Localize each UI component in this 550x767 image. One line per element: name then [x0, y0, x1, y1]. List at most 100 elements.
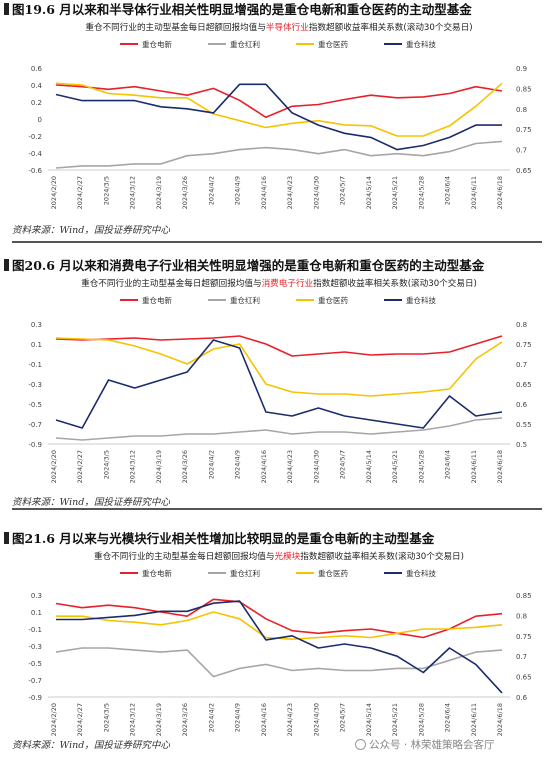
left-tick-label: -0.9 [28, 694, 42, 702]
x-tick-label: 2024/5/28 [417, 176, 425, 209]
left-tick-label: 0.4 [31, 82, 43, 90]
left-tick-label: -0.5 [28, 660, 42, 668]
chart-subtitle-pre: 重仓不同行业的主动型基金每日超额回报均值与 [81, 277, 261, 289]
legend-label: 重仓医药 [318, 568, 348, 578]
series-line-gray [55, 417, 503, 441]
x-tick-label: 2024/6/11 [470, 176, 478, 209]
legend-label: 重仓科技 [406, 295, 436, 305]
x-tick-label: 2024/4/23 [286, 450, 294, 483]
x-tick-label: 2024/3/19 [155, 703, 163, 736]
left-tick-label: 0 [38, 116, 42, 124]
right-tick-label: 0.8 [516, 106, 527, 114]
left-tick-label: -0.5 [28, 401, 42, 409]
x-tick-label: 2024/3/12 [129, 176, 137, 209]
x-tick-label: 2024/5/7 [339, 703, 347, 732]
chart-subtitle-post: 指数超额收益率相关系数(滚动30个交易日) [309, 21, 473, 33]
x-tick-label: 2024/3/5 [102, 176, 110, 205]
x-tick-label: 2024/4/9 [234, 176, 242, 205]
x-tick-label: 2024/5/14 [365, 176, 373, 209]
x-tick-label: 2024/4/30 [312, 450, 320, 483]
right-tick-label: 0.85 [516, 85, 532, 93]
figure-title: 图20.6 月以来和消费电子行业相关性明显增强的是重仓电新和重仓医药的主动型基金 [4, 256, 550, 276]
source-note: 资料来源：Wind，国投证券研究中心 [12, 497, 170, 508]
right-tick-label: 0.7 [516, 147, 527, 155]
x-tick-label: 2024/5/14 [365, 703, 373, 736]
legend-item: 重仓医药 [296, 568, 348, 578]
right-tick-label: 0.65 [516, 674, 532, 682]
figure-21: 图21.6 月以来与光模块行业相关性增加比较明显的是重仓电新的主动型基金 重仓不… [0, 529, 550, 767]
chart-subtitle-pre: 重仓不同行业的主动型基金每日超额回报均值与 [94, 550, 274, 562]
legend-item: 重仓红利 [208, 295, 260, 305]
x-tick-label: 2024/5/7 [339, 176, 347, 205]
right-tick-label: 0.65 [516, 381, 532, 389]
title-marker-icon [4, 3, 9, 15]
legend-label: 重仓电新 [142, 568, 172, 578]
source-note: 资料来源：Wind，国投证券研究中心 [12, 225, 170, 236]
right-tick-label: 0.75 [516, 633, 532, 641]
chart-subtitle-post: 指数超额收益率相关系数(滚动30个交易日) [313, 277, 477, 289]
right-tick-label: 0.5 [516, 441, 527, 449]
legend-item: 重仓红利 [208, 568, 260, 578]
right-tick-label: 0.75 [516, 341, 532, 349]
figure-title-text: 图21.6 月以来与光模块行业相关性增加比较明显的是重仓电新的主动型基金 [12, 531, 435, 546]
right-tick-label: 0.8 [516, 321, 527, 329]
x-tick-label: 2024/3/12 [129, 703, 137, 736]
right-tick-label: 0.7 [516, 653, 527, 661]
x-tick-label: 2024/6/18 [496, 703, 504, 736]
chart-subtitle: 重仓不同行业的主动型基金每日超额回报均值与消费电子行业指数超额收益率相关系数(滚… [81, 277, 477, 289]
left-tick-label: 0.2 [31, 99, 42, 107]
figure-20: 图20.6 月以来和消费电子行业相关性明显增强的是重仓电新和重仓医药的主动型基金… [0, 256, 550, 511]
chart-subtitle-highlight: 消费电子行业 [262, 277, 314, 289]
x-tick-label: 2024/5/7 [339, 450, 347, 479]
left-tick-label: -0.7 [28, 421, 42, 429]
legend-item: 重仓电新 [120, 39, 172, 49]
x-tick-label: 2024/5/21 [391, 176, 399, 209]
right-tick-label: 0.55 [516, 421, 532, 429]
legend-item: 重仓科技 [384, 568, 436, 578]
left-tick-label: -0.6 [28, 167, 42, 175]
legend-item: 重仓科技 [384, 295, 436, 305]
legend-item: 重仓医药 [296, 295, 348, 305]
left-tick-label: -0.3 [28, 381, 42, 389]
x-tick-label: 2024/4/30 [312, 176, 320, 209]
chart-subtitle-highlight: 半导体行业 [266, 21, 309, 33]
watermark-text: 公众号 · 林荣雄策略会客厅 [369, 739, 495, 751]
figure-title-text: 图20.6 月以来和消费电子行业相关性明显增强的是重仓电新和重仓医药的主动型基金 [12, 258, 485, 273]
x-tick-label: 2024/6/4 [444, 176, 452, 205]
series-line-red [55, 335, 503, 357]
x-tick-label: 2024/5/28 [417, 450, 425, 483]
series-line-red [55, 598, 503, 639]
right-tick-label: 0.75 [516, 126, 532, 134]
x-tick-label: 2024/3/26 [181, 703, 189, 736]
x-tick-label: 2024/3/5 [102, 703, 110, 732]
title-marker-icon [4, 532, 9, 544]
x-tick-label: 2024/6/4 [444, 450, 452, 479]
x-tick-label: 2024/3/19 [155, 450, 163, 483]
left-tick-label: -0.4 [28, 150, 42, 158]
x-tick-label: 2024/4/23 [286, 176, 294, 209]
legend-label: 重仓电新 [142, 39, 172, 49]
left-tick-label: 0.1 [31, 341, 42, 349]
series-line-gray [55, 647, 503, 678]
x-tick-label: 2024/2/20 [50, 176, 58, 209]
legend-label: 重仓红利 [230, 568, 260, 578]
x-tick-label: 2024/3/19 [155, 176, 163, 209]
right-tick-label: 0.8 [516, 612, 527, 620]
right-tick-label: 0.65 [516, 167, 532, 175]
x-tick-label: 2024/4/16 [260, 176, 268, 209]
right-tick-label: 0.6 [516, 694, 528, 702]
x-tick-label: 2024/4/23 [286, 703, 294, 736]
x-tick-label: 2024/4/30 [312, 703, 320, 736]
legend-item: 重仓医药 [296, 39, 348, 49]
left-tick-label: -0.1 [28, 361, 42, 369]
x-tick-label: 2024/4/9 [234, 703, 242, 732]
legend-label: 重仓红利 [230, 39, 260, 49]
legend-label: 重仓医药 [318, 295, 348, 305]
series-line-navy [55, 339, 503, 429]
legend-label: 重仓红利 [230, 295, 260, 305]
series-line-navy [56, 600, 503, 694]
x-tick-label: 2024/4/16 [260, 703, 268, 736]
x-tick-label: 2024/5/21 [391, 450, 399, 483]
right-tick-label: 0.85 [516, 592, 532, 600]
left-tick-label: -0.1 [28, 626, 42, 634]
